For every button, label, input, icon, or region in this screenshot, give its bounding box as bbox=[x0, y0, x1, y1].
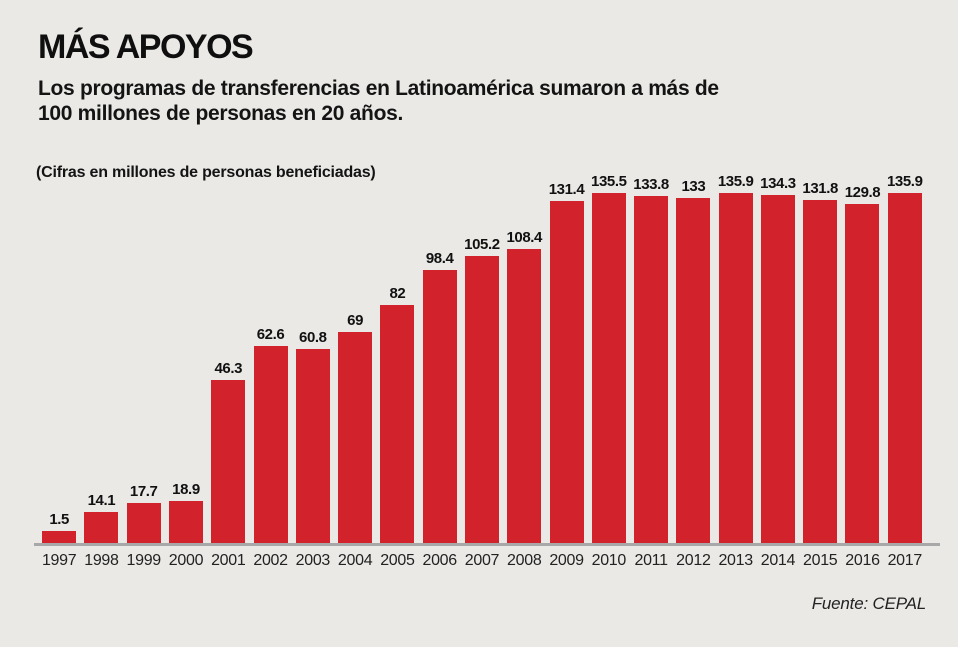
chart-subtitle-line1: Los programas de transferencias en Latin… bbox=[38, 76, 719, 100]
bar-slot: 135.9 bbox=[715, 173, 757, 545]
x-axis-tick-label: 2011 bbox=[634, 552, 668, 569]
x-axis-tick-label: 2004 bbox=[337, 552, 373, 569]
bar-slot: 133 bbox=[672, 173, 714, 545]
x-axis-line bbox=[34, 543, 940, 546]
bar-slot: 69 bbox=[334, 173, 376, 545]
x-axis-tick-label: 2014 bbox=[760, 552, 796, 569]
bar bbox=[126, 503, 161, 545]
bar-slot: 108.4 bbox=[503, 173, 545, 545]
bar-value-label: 133.8 bbox=[633, 176, 669, 193]
bar-value-label: 1.5 bbox=[49, 511, 69, 528]
chart-subtitle: Los programas de transferencias en Latin… bbox=[38, 76, 798, 127]
bar-slot: 135.9 bbox=[884, 173, 926, 545]
bar-slot: 18.9 bbox=[165, 173, 207, 545]
x-axis-tick-label: 2003 bbox=[295, 552, 331, 569]
bar-slot: 133.8 bbox=[630, 173, 672, 545]
x-axis-tick-label: 2015 bbox=[803, 552, 838, 569]
bar-value-label: 82 bbox=[389, 285, 406, 302]
bar bbox=[718, 193, 753, 545]
bar-value-label: 131.4 bbox=[548, 181, 585, 198]
x-axis-tick-label: 2002 bbox=[253, 552, 288, 569]
bar-slot: 105.2 bbox=[461, 173, 503, 545]
bars-row: 1.5 14.1 17.7 18.9 46.3 62.6 60.8 69 82 98.4 105.2… bbox=[38, 173, 926, 545]
bar-value-label: 135.9 bbox=[886, 173, 923, 190]
chart-unit-note: (Cifras en millones de personas benefici… bbox=[36, 164, 376, 181]
bar bbox=[295, 349, 330, 545]
bar-value-label: 69 bbox=[347, 312, 364, 329]
bar bbox=[549, 201, 584, 545]
bar-slot: 62.6 bbox=[249, 173, 291, 545]
bar-slot: 82 bbox=[376, 173, 418, 545]
bar-value-label: 14.1 bbox=[87, 492, 116, 509]
x-axis-tick-label: 2007 bbox=[464, 552, 500, 569]
bar bbox=[464, 256, 499, 545]
bar bbox=[211, 380, 246, 545]
bar bbox=[84, 512, 119, 545]
x-axis-tick-label: 1999 bbox=[126, 552, 162, 569]
bar-value-label: 46.3 bbox=[214, 360, 243, 377]
bar-slot: 14.1 bbox=[80, 173, 122, 545]
bar bbox=[803, 200, 838, 545]
chart-header: MÁS APOYOS Los programas de transferenci… bbox=[38, 28, 798, 127]
bar-slot: 134.3 bbox=[757, 173, 799, 545]
bar-slot: 135.5 bbox=[588, 173, 630, 545]
x-axis-tick-label: 2005 bbox=[380, 552, 415, 569]
bar-value-label: 133 bbox=[681, 178, 706, 195]
bar bbox=[887, 193, 922, 545]
bar bbox=[676, 198, 711, 545]
chart-title: MÁS APOYOS bbox=[38, 28, 254, 66]
bar-value-label: 108.4 bbox=[506, 229, 542, 246]
bar bbox=[380, 305, 415, 545]
x-axis-tick-label: 2017 bbox=[887, 552, 923, 569]
bar bbox=[507, 249, 542, 545]
bar bbox=[845, 204, 880, 545]
bar-slot: 131.4 bbox=[545, 173, 587, 545]
bar-slot: 1.5 bbox=[38, 173, 80, 545]
bar-slot: 129.8 bbox=[841, 173, 883, 545]
bar-value-label: 135.5 bbox=[591, 173, 627, 190]
bar-value-label: 18.9 bbox=[172, 481, 200, 498]
x-axis-tick-label: 1998 bbox=[84, 552, 119, 569]
x-axis-tick-label: 1997 bbox=[41, 552, 77, 569]
bar bbox=[760, 195, 795, 545]
bar bbox=[422, 270, 457, 545]
chart-subtitle-line2: 100 millones de personas en 20 años. bbox=[38, 102, 404, 126]
bar-value-label: 98.4 bbox=[425, 250, 454, 267]
x-axis-tick-label: 2010 bbox=[591, 552, 627, 569]
bar bbox=[42, 531, 77, 545]
bar-value-label: 17.7 bbox=[129, 483, 158, 500]
bar-value-label: 135.9 bbox=[717, 173, 754, 190]
bar-slot: 46.3 bbox=[207, 173, 249, 545]
source-credit: Fuente: CEPAL bbox=[811, 594, 926, 613]
bar-slot: 17.7 bbox=[123, 173, 165, 545]
bar-slot: 60.8 bbox=[292, 173, 334, 545]
x-axis-tick-label: 2013 bbox=[718, 552, 753, 569]
bar-value-label: 134.3 bbox=[760, 175, 796, 192]
bar bbox=[168, 501, 203, 545]
x-axis-tick-label: 2006 bbox=[422, 552, 457, 569]
bar-value-label: 131.8 bbox=[802, 180, 838, 197]
x-axis-tick-label: 2012 bbox=[676, 552, 711, 569]
bar-value-label: 62.6 bbox=[256, 326, 285, 343]
bar bbox=[634, 196, 669, 545]
bar-value-label: 60.8 bbox=[299, 329, 327, 346]
x-axis-tick-label: 2008 bbox=[507, 552, 542, 569]
x-axis-tick-label: 2016 bbox=[845, 552, 880, 569]
x-axis-tick-label: 2000 bbox=[168, 552, 204, 569]
bar bbox=[591, 193, 626, 545]
bar-chart: 1.5 14.1 17.7 18.9 46.3 62.6 60.8 69 82 98.4 105.2… bbox=[34, 173, 940, 546]
years-row: 1997 1998 1999 2000 2001 2002 2003 2004 2005 2006… bbox=[38, 552, 926, 570]
x-axis-tick-label: 2009 bbox=[549, 552, 584, 569]
bar bbox=[338, 332, 373, 545]
bar-slot: 131.8 bbox=[799, 173, 841, 545]
bar-slot: 98.4 bbox=[419, 173, 461, 545]
bar-value-label: 105.2 bbox=[464, 236, 500, 253]
bar-value-label: 129.8 bbox=[844, 184, 881, 201]
x-axis-tick-label: 2001 bbox=[211, 552, 246, 569]
bar bbox=[253, 346, 288, 545]
